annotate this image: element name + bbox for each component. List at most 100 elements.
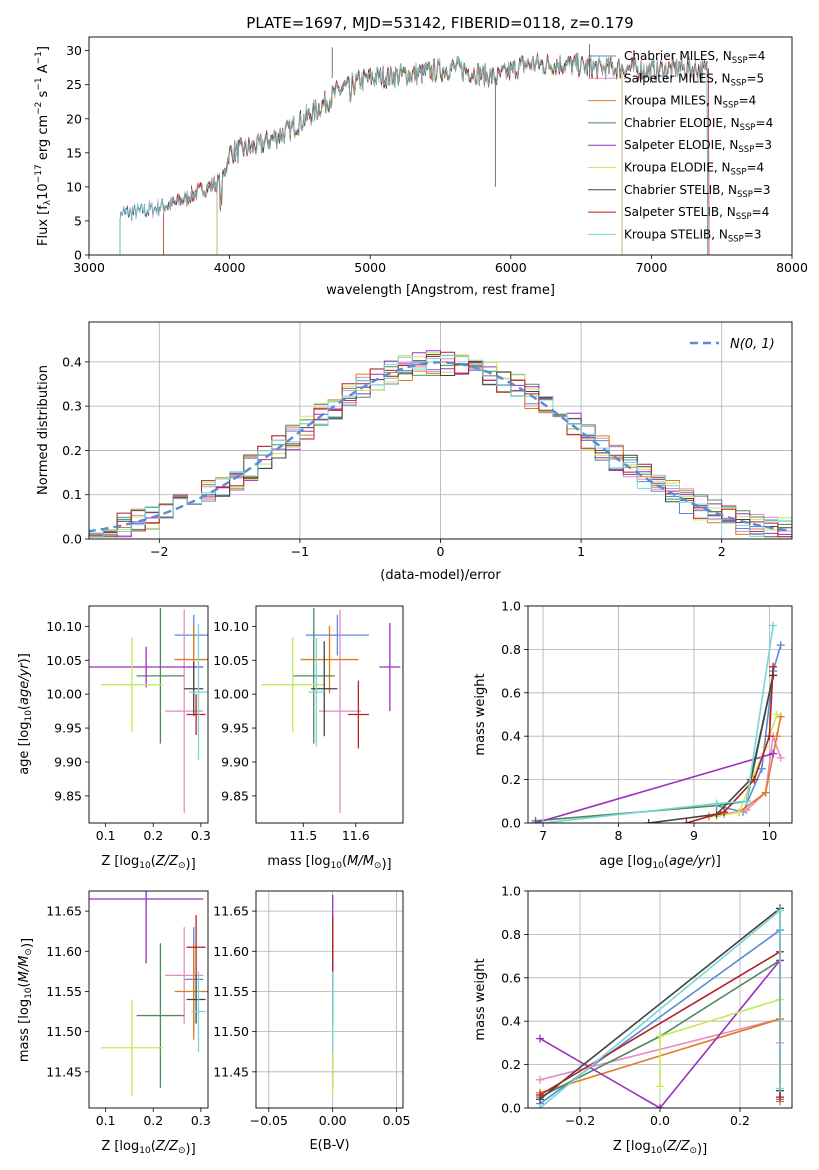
y-tick-label: 0.2: [501, 772, 521, 787]
y-axis-label: mass weight: [473, 958, 488, 1040]
axes-frame: [527, 605, 793, 824]
x-tick-label: 7000: [635, 260, 667, 275]
plot-area-age-vs-mass: [261, 608, 401, 813]
x-tick-label: 10: [761, 828, 777, 843]
y-tick-label: 10.10: [46, 619, 82, 634]
axes-frame: [88, 605, 209, 824]
x-axis-label: (data-model)/error: [380, 568, 501, 583]
y-tick-label: 25: [66, 77, 82, 92]
axes-frame: [88, 890, 209, 1109]
y-tick-label: 0.6: [501, 970, 521, 985]
axes-frame: [88, 321, 793, 540]
spectrum-line-0: [119, 53, 708, 255]
x-axis-label: Z [log10(Z/Z⊙)]: [101, 1139, 195, 1157]
y-tick-label: 9.95: [221, 721, 249, 736]
axes-frame: [527, 890, 793, 1109]
x-tick-label: −0.2: [565, 1113, 595, 1128]
y-tick-label: 15: [66, 145, 82, 160]
y-tick-label: 0.8: [501, 927, 521, 942]
y-tick-label: 9.85: [54, 788, 82, 803]
spectrum-legend: Chabrier MILES, NSSP=4 Salpeter MILES, NS…: [588, 49, 773, 244]
plot-area-age-vs-Z: [89, 608, 208, 813]
axes-frame: [255, 605, 404, 824]
x-tick-label: 0: [437, 544, 445, 559]
y-tick-label: 11.65: [213, 904, 249, 919]
panel-spectrum: 3000 4000 5000 6000 7000 8000 0 5 10 15 20 25 30 Chab…: [34, 36, 808, 298]
x-axis-label: wavelength [Angstrom, rest frame]: [326, 283, 555, 298]
y-tick-label: 0.4: [501, 1014, 521, 1029]
figure-title: PLATE=1697, MJD=53142, FIBERID=0118, z=0…: [246, 14, 633, 32]
y-tick-label: 9.90: [221, 754, 249, 769]
x-tick-label: 0.1: [96, 1113, 116, 1128]
weight-line-8: [543, 625, 774, 823]
weight-line-3: [535, 675, 774, 822]
panel-massweight-vs-Z: −0.2 0.0 0.2 0.0 0.2 0.4 0.6 0.8 1.0 mass weight Z…: [473, 884, 793, 1157]
spectrum-line-3: [216, 53, 623, 255]
y-tick-label: 11.50: [213, 1024, 249, 1039]
x-tick-label: 0.3: [191, 828, 211, 843]
weight-line-6: [648, 675, 774, 823]
x-tick-label: 2: [718, 544, 726, 559]
x-axis-label: mass [log10(M/M⊙)]: [267, 854, 391, 872]
y-tick-label: 11.65: [46, 904, 82, 919]
axes-frame: [88, 36, 793, 256]
panel-massweight-vs-age: 7 8 9 10 0.0 0.2 0.4 0.6 0.8 1.0 mass weight age [l…: [473, 599, 793, 871]
y-tick-label: 11.50: [46, 1024, 82, 1039]
x-axis-label: E(B-V): [309, 1138, 349, 1153]
x-tick-label: 11.6: [342, 828, 370, 843]
y-tick-label: 0.0: [501, 816, 521, 831]
y-tick-label: 30: [66, 43, 82, 58]
y-tick-label: 5: [74, 213, 82, 228]
y-tick-label: 0.0: [501, 1101, 521, 1116]
y-tick-label: 1.0: [501, 884, 521, 899]
y-tick-label: 9.90: [54, 754, 82, 769]
legend-label: Kroupa ELODIE, NSSP=4: [624, 161, 764, 178]
legend-label: Chabrier STELIB, NSSP=3: [624, 183, 771, 200]
x-tick-label: 6000: [495, 260, 527, 275]
y-tick-label: 10: [66, 179, 82, 194]
y-tick-label: 11.45: [46, 1064, 82, 1079]
x-tick-label: 9: [690, 828, 698, 843]
y-tick-label: 9.85: [221, 788, 249, 803]
x-tick-label: −0.05: [250, 1113, 288, 1128]
y-tick-label: 11.45: [213, 1064, 249, 1079]
legend-label: N(0, 1): [730, 337, 775, 352]
residual-histogram-8: [89, 355, 792, 538]
spectrum-line-5: [216, 54, 623, 255]
plot-area-mass-vs-Z: [89, 891, 208, 1096]
x-tick-label: 0.0: [650, 1113, 670, 1128]
y-tick-label: 0.1: [62, 487, 82, 502]
legend-label: Salpeter STELIB, NSSP=4: [624, 205, 769, 222]
plot-area-massweight-vs-age: [531, 621, 785, 823]
x-tick-label: 0.2: [730, 1113, 750, 1128]
y-tick-label: 0.6: [501, 685, 521, 700]
legend-label: Salpeter MILES, NSSP=5: [624, 71, 764, 88]
y-tick-label: 0.2: [501, 1057, 521, 1072]
y-axis-label: Flux [fλ10−17 erg cm−2 s−1 A−1]: [34, 46, 53, 246]
y-tick-label: 9.95: [54, 721, 82, 736]
spectrum-line-4: [216, 52, 623, 255]
x-tick-label: 5000: [354, 260, 386, 275]
spectrum-line-6: [119, 53, 708, 255]
y-tick-label: 0.4: [501, 729, 521, 744]
x-axis-label: Z [log10(Z/Z⊙)]: [613, 1139, 707, 1157]
y-axis-label: Normed distribution: [36, 365, 51, 495]
y-axis-label: mass weight: [473, 673, 488, 755]
y-tick-label: 20: [66, 111, 82, 126]
y-tick-label: 0.3: [62, 399, 82, 414]
panel-mass-vs-ebv: −0.05 0.00 0.05 11.45 11.50 11.55 11.60 11.65 E(…: [213, 890, 411, 1153]
y-tick-label: 10.05: [213, 653, 249, 668]
y-axis-label: mass [log10(M/M⊙)]: [17, 938, 35, 1062]
x-tick-label: 0.1: [96, 828, 116, 843]
x-tick-label: 0.05: [383, 1113, 411, 1128]
legend-label: Chabrier MILES, NSSP=4: [624, 49, 765, 66]
y-tick-label: 0: [74, 248, 82, 263]
y-tick-label: 0.8: [501, 642, 521, 657]
y-axis-label: age [log10(age/yr)]: [17, 653, 34, 775]
plot-area-residuals: [89, 350, 792, 538]
x-tick-label: 8: [615, 828, 623, 843]
x-tick-label: 7: [539, 828, 547, 843]
x-tick-label: −1: [291, 544, 309, 559]
